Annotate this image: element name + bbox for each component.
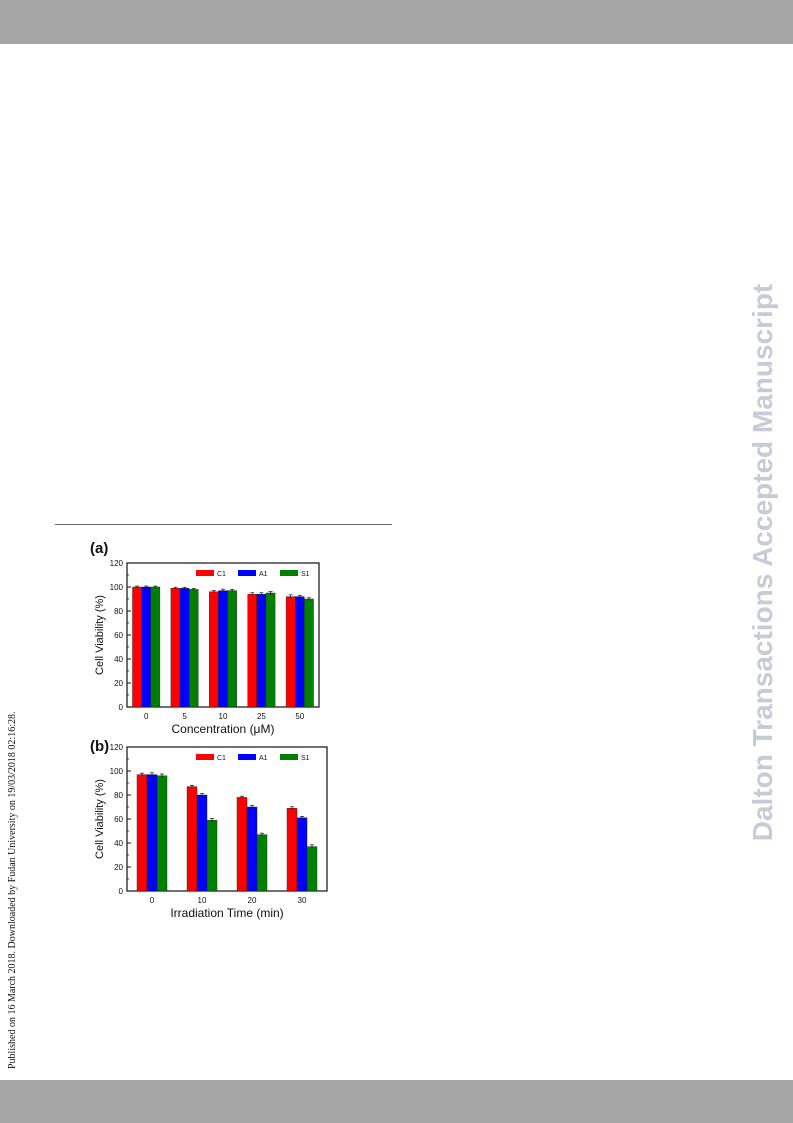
y-tick-label: 40 [114, 655, 123, 664]
legend-swatch-a1 [238, 570, 256, 576]
bar-s1 [256, 834, 268, 892]
y-tick-label: 20 [114, 679, 123, 688]
header-bar [0, 0, 793, 44]
bar-s1 [306, 846, 318, 892]
bar-c1 [209, 591, 219, 708]
bar-a1 [179, 588, 190, 708]
legend-label: C1 [217, 755, 226, 762]
footer-bar [0, 1080, 793, 1123]
x-tick-label: 10 [198, 896, 207, 905]
bar-s1 [227, 590, 237, 708]
bar-c1 [186, 786, 198, 892]
x-axis-label: Concentration (μM) [172, 722, 275, 736]
bar-s1 [150, 586, 161, 708]
x-tick-label: 10 [219, 712, 228, 721]
bar-c1 [285, 596, 296, 708]
legend-swatch-c1 [196, 754, 214, 760]
y-tick-label: 60 [114, 815, 123, 824]
x-tick-label: 0 [150, 896, 155, 905]
y-axis-label: Cell Viability (%) [94, 595, 106, 675]
panel-label: (b) [90, 738, 109, 755]
bar-c1 [170, 588, 181, 708]
publication-stamp-text: Published on 16 March 2018. Downloaded b… [7, 711, 18, 1069]
chart-panel-a: (a) 0 20 40 60 80 100 120 Cell Viability (%) 0 5 10… [90, 540, 320, 736]
bar-a1 [196, 794, 208, 892]
panel-label: (a) [90, 540, 108, 557]
x-tick-label: 50 [295, 712, 304, 721]
legend-label: S1 [301, 571, 310, 578]
y-tick-label: 100 [110, 583, 124, 592]
y-tick-label: 80 [114, 607, 123, 616]
legend-swatch-c1 [196, 570, 214, 576]
bar-c1 [136, 774, 148, 892]
x-tick-label: 30 [298, 896, 307, 905]
legend-label: A1 [259, 571, 268, 578]
bar-a1 [296, 817, 308, 892]
bar-c1 [236, 797, 248, 892]
chart-panel-b: (b) 0 20 40 60 80 100 120 Cell Viability (%) 0 10 2… [90, 738, 328, 920]
publication-stamp: Published on 16 March 2018. Downloaded b… [7, 320, 21, 1069]
y-tick-label: 0 [119, 703, 124, 712]
legend-swatch-a1 [238, 754, 256, 760]
bar-c1 [286, 807, 298, 892]
x-tick-label: 20 [248, 896, 257, 905]
y-tick-label: 60 [114, 631, 123, 640]
y-tick-label: 100 [110, 767, 124, 776]
legend-label: A1 [259, 755, 268, 762]
y-tick-label: 0 [119, 887, 124, 896]
y-tick-label: 20 [114, 863, 123, 872]
bar-s1 [156, 775, 168, 892]
legend-swatch-s1 [280, 570, 298, 576]
legend-label: S1 [301, 755, 310, 762]
y-tick-label: 120 [110, 743, 124, 752]
bar-a1 [146, 774, 158, 892]
bar-s1 [304, 598, 314, 708]
legend-label: C1 [217, 571, 226, 578]
x-tick-label: 0 [144, 712, 149, 721]
bar-a1 [141, 586, 151, 708]
section-divider [55, 524, 392, 525]
watermark: Dalton Transactions Accepted Manuscript [745, 240, 785, 885]
bar-a1 [218, 590, 228, 708]
watermark-text: Dalton Transactions Accepted Manuscript [747, 283, 778, 842]
bar-a1 [246, 806, 258, 892]
bar-s1 [265, 592, 276, 708]
y-tick-label: 80 [114, 791, 123, 800]
bar-a1 [295, 596, 305, 708]
x-tick-label: 5 [182, 712, 187, 721]
figure: (a) 0 20 40 60 80 100 120 Cell Viability (%) 0 5 10… [85, 535, 345, 925]
y-tick-label: 40 [114, 839, 123, 848]
bar-s1 [206, 819, 218, 892]
x-tick-label: 25 [257, 712, 266, 721]
x-axis-label: Irradiation Time (min) [170, 906, 283, 920]
y-tick-label: 120 [110, 559, 124, 568]
legend-swatch-s1 [280, 754, 298, 760]
bar-c1 [247, 594, 258, 708]
y-axis-label: Cell Viability (%) [94, 779, 106, 859]
bar-a1 [256, 594, 267, 708]
bar-c1 [132, 586, 142, 708]
bar-s1 [188, 589, 199, 708]
